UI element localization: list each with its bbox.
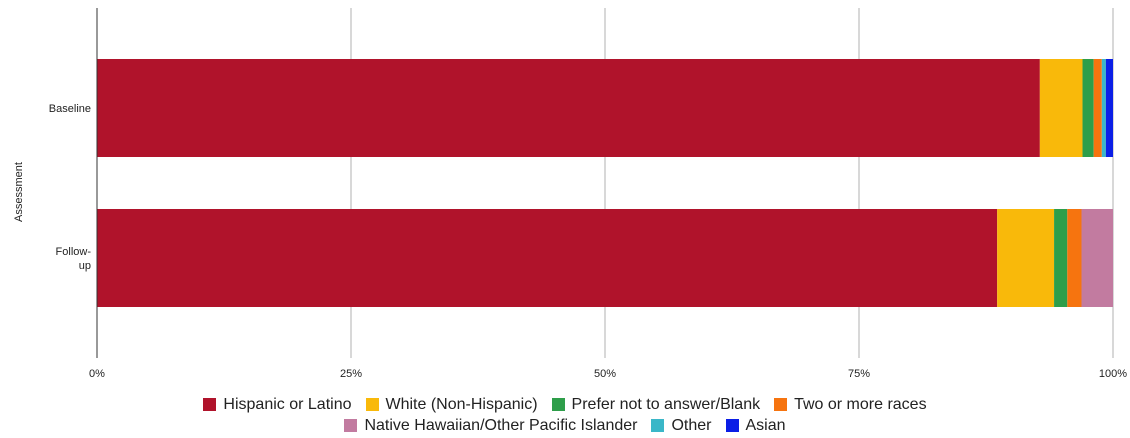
legend-label: White (Non-Hispanic) (385, 395, 538, 413)
bar-segment-asian (1105, 59, 1113, 157)
bar-segment-two-or-more-races (1093, 59, 1102, 157)
x-tick-label: 0% (89, 368, 105, 380)
bar-segment-prefer-not-to-answer-blank (1082, 59, 1094, 157)
legend-item: Prefer not to answer/Blank (551, 395, 761, 414)
bar-segment-prefer-not-to-answer-blank (1054, 209, 1068, 307)
legend-row: Hispanic or Latino White (Non-Hispanic) Pr… (0, 394, 1130, 415)
legend-swatch (344, 419, 358, 432)
legend-item: Other (651, 416, 712, 435)
bar-segment-white-non-hispanic- (997, 209, 1055, 307)
stacked-bar-chart: 0% 25% 50% 75% 100% Baseline Follow-up Assessm… (13, 8, 1127, 380)
bar-segment-hispanic-or-latino (97, 209, 998, 307)
legend-label: Native Hawaiian/Other Pacific Islander (364, 416, 638, 434)
x-tick-label: 100% (1099, 368, 1127, 380)
bar-segment-two-or-more-races (1067, 209, 1082, 307)
legend-swatch (365, 398, 379, 411)
x-tick-label: 50% (594, 368, 616, 380)
legend-row: Native Hawaiian/Other Pacific Islander Ot… (0, 415, 1130, 436)
axes: 0% 25% 50% 75% 100% Baseline Follow-up (49, 8, 1127, 380)
legend: Hispanic or Latino White (Non-Hispanic) Pr… (0, 394, 1130, 436)
legend-label: Prefer not to answer/Blank (571, 395, 761, 413)
y-axis-label: Assessment (13, 162, 25, 222)
legend-swatch (203, 398, 217, 411)
x-tick-label: 25% (340, 368, 362, 380)
bar-segment-hispanic-or-latino (97, 59, 1040, 157)
bar-segment-white-non-hispanic- (1039, 59, 1083, 157)
legend-label: Asian (745, 416, 786, 434)
legend-swatch (725, 419, 739, 432)
legend-swatch (651, 419, 665, 432)
bar-segment-native-hawaiian-other-pacific-islander (1081, 209, 1113, 307)
legend-item: Asian (725, 416, 786, 435)
legend-item: Native Hawaiian/Other Pacific Islander (344, 417, 637, 435)
y-tick-label: Follow-up (56, 246, 92, 272)
y-tick-label: Baseline (49, 103, 91, 115)
legend-swatch (551, 398, 565, 411)
bar-segment-other (1101, 59, 1106, 157)
legend-label: Hispanic or Latino (223, 395, 352, 413)
legend-item: White (Non-Hispanic) (365, 395, 538, 414)
legend-swatch (774, 398, 788, 411)
legend-label: Two or more races (794, 395, 927, 413)
legend-item: Hispanic or Latino (203, 395, 352, 414)
legend-label: Other (671, 416, 712, 434)
legend-item: Two or more races (774, 395, 927, 414)
x-tick-label: 75% (848, 368, 870, 380)
bars (97, 59, 1113, 307)
